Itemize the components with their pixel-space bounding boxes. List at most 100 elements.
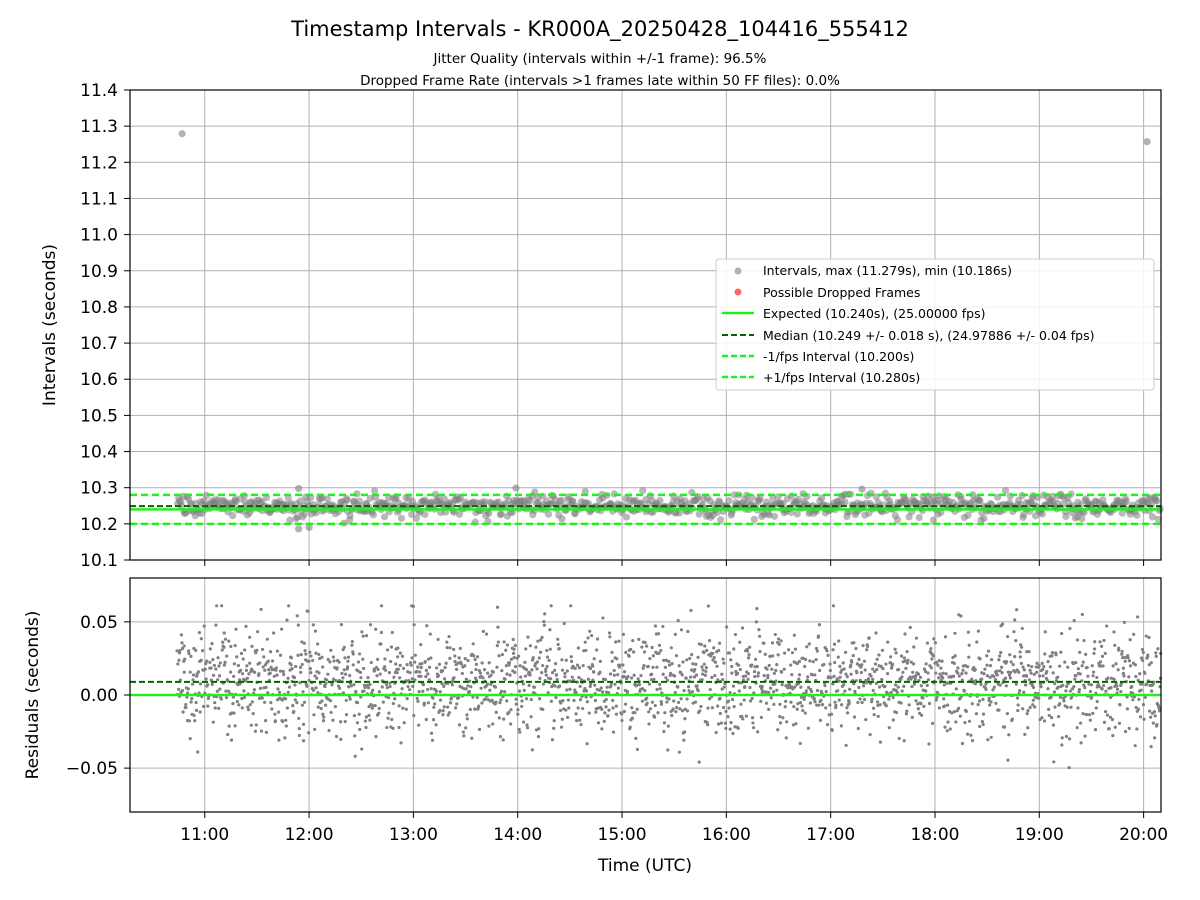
residual-point [509,657,514,661]
residual-point [1086,674,1090,678]
residual-point [763,652,767,656]
residual-point [260,696,264,700]
residual-point [537,656,541,660]
chart-title: Timestamp Intervals - KR000A_20250428_10… [290,17,909,42]
residual-point [1066,665,1070,669]
residual-point [379,630,384,635]
residual-point [592,657,596,661]
residual-point [745,649,750,653]
x-tick-label: 14:00 [493,825,542,845]
residual-point [341,676,345,680]
residual-point [632,673,636,677]
residual-point [1104,689,1108,693]
interval-point [915,513,923,522]
residual-point [630,706,634,710]
residual-point [635,747,640,752]
residual-point [312,713,316,717]
residual-point [485,682,490,686]
residual-point [716,704,720,708]
residual-point [847,701,851,706]
residual-point [899,654,904,658]
interval-outlier-point [858,485,866,493]
residual-point [925,683,929,687]
residual-point [919,684,923,688]
residual-point [543,612,547,616]
residual-point [1092,647,1097,651]
interval-point [343,496,351,504]
residual-point [1149,744,1153,749]
residual-point [662,729,666,734]
residual-point [806,675,810,679]
residual-point [1143,671,1147,675]
residual-point [553,668,557,672]
residual-point [1077,687,1082,692]
residual-point [442,705,446,709]
residual-point [1004,659,1009,664]
residual-point [337,686,342,690]
residual-point [549,604,553,608]
residual-point [1052,690,1057,694]
residual-point [680,709,685,713]
residual-point [1060,743,1064,747]
residual-point [916,702,920,706]
residual-point [259,729,264,733]
residual-point [963,720,967,725]
residual-point [212,663,216,668]
residual-point [400,654,405,658]
residual-point [1050,654,1054,658]
residual-point [415,696,419,701]
residual-point [328,660,332,664]
residual-point [1151,721,1155,725]
residual-point [520,704,524,709]
residual-point [1020,645,1024,649]
residual-point [198,710,202,714]
residual-point [599,686,603,690]
residual-point [704,669,708,673]
residual-point [983,667,987,671]
interval-point [1078,515,1086,523]
residual-point [192,713,196,717]
residual-point [769,686,773,690]
residual-point [943,725,947,729]
residual-point [512,656,516,660]
residual-point [910,684,914,689]
residual-point [542,619,546,624]
residual-point [373,669,377,673]
residual-point [575,719,579,723]
residual-point [214,667,218,671]
residual-point [422,701,426,705]
residual-point [313,674,317,678]
residual-point [1072,685,1076,689]
residual-point [1136,707,1141,711]
residual-point [597,688,602,692]
residual-point [874,631,878,635]
residual-reference-lines [130,680,1161,697]
residual-point [504,648,508,652]
residual-point [519,675,523,679]
residual-point [647,682,652,686]
residual-point [222,663,227,667]
residual-point [976,629,981,633]
residual-point [784,699,788,703]
residual-point [960,741,965,746]
residual-point [497,716,501,720]
residual-point [606,714,610,718]
residual-point [643,689,647,693]
residual-point [978,724,982,729]
residual-point [759,699,763,703]
residual-point [591,664,595,668]
interval-point [440,495,448,503]
residual-point [973,682,978,686]
residual-point [244,624,248,628]
residual-point [849,672,853,676]
residual-point [438,708,442,713]
residual-point [1080,612,1084,617]
residual-point [364,634,369,638]
residual-point [368,623,373,627]
x-tick-label: 20:00 [1119,825,1168,845]
residual-point [188,670,192,674]
residual-point [595,648,599,652]
residual-point [716,678,720,682]
residual-point [787,683,792,687]
residual-point [1068,689,1072,693]
